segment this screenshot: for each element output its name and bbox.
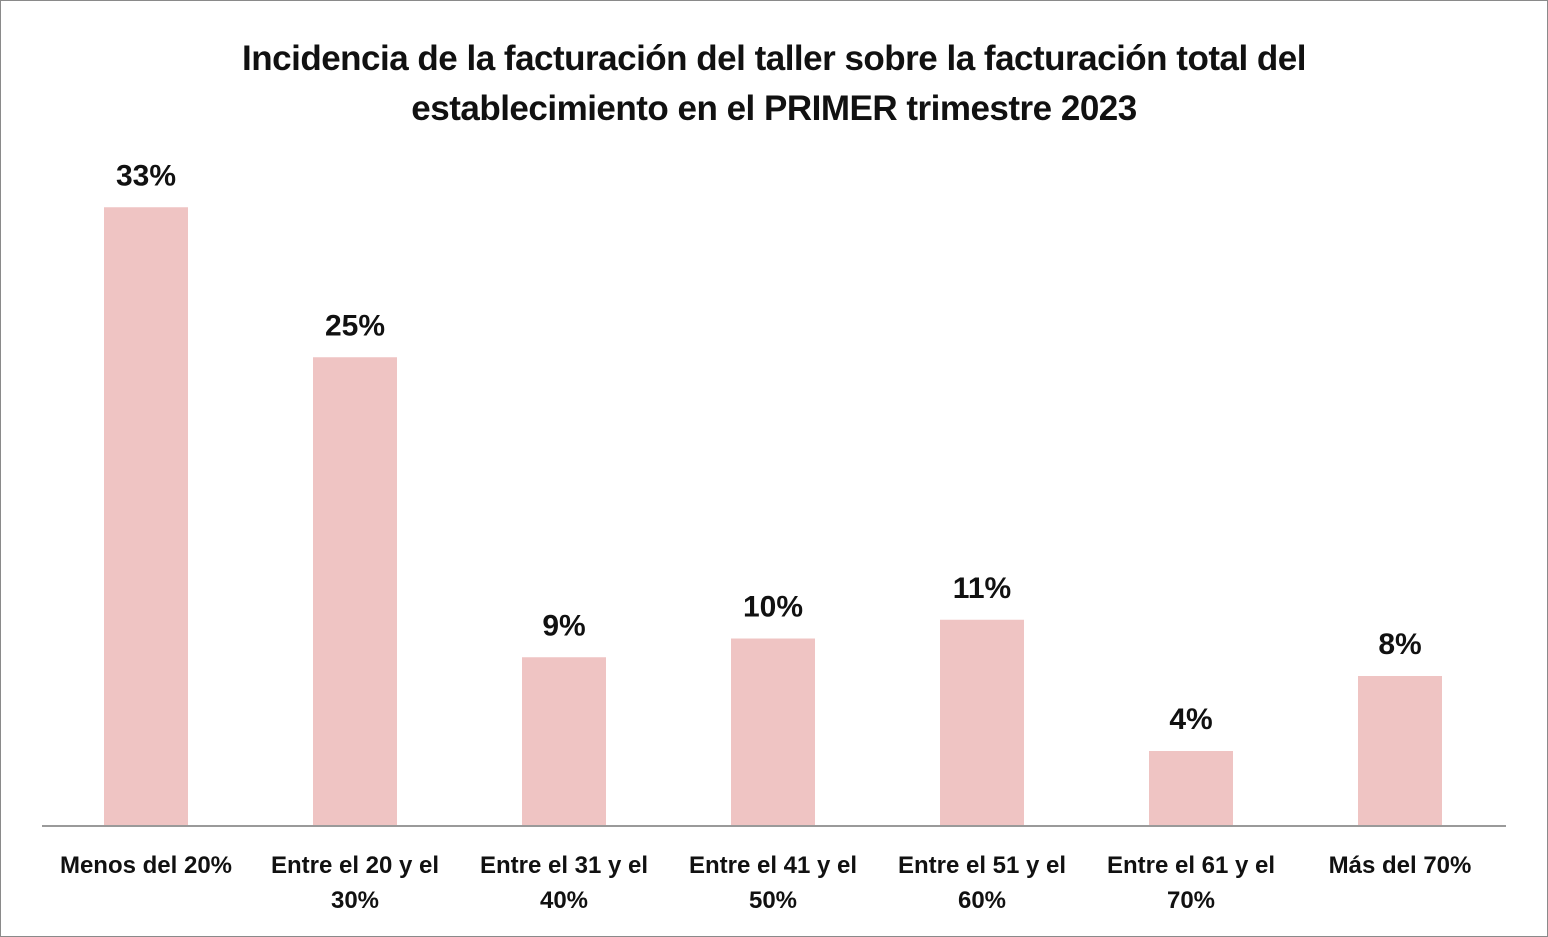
value-labels-group: 33% 25% 9% 10% 11% 4% 8% [116, 159, 1422, 736]
category-label-2-line-1: Entre el 20 y el [271, 852, 439, 879]
bar-1 [104, 207, 188, 826]
bar-7 [1358, 676, 1442, 826]
category-label-1-line-1: Menos del 20% [60, 852, 232, 879]
bars-group [104, 207, 1442, 826]
chart-title: Incidencia de la facturación del taller … [0, 34, 1548, 134]
bar-4 [731, 638, 815, 826]
bar-2 [313, 357, 397, 826]
chart-title-line-2: establecimiento en el PRIMER trimestre 2… [411, 89, 1137, 128]
value-label-1: 33% [116, 159, 176, 192]
value-label-4: 10% [743, 591, 803, 624]
bar-5 [940, 619, 1024, 826]
category-label-4-line-1: Entre el 41 y el [689, 852, 857, 879]
category-labels-group: Menos del 20% Entre el 20 y el 30% Entre el… [60, 852, 1471, 914]
category-label-3-line-2: 40% [540, 887, 588, 914]
category-label-4-line-2: 50% [749, 887, 797, 914]
value-label-7: 8% [1378, 628, 1421, 661]
value-label-3: 9% [542, 609, 585, 642]
bar-3 [522, 657, 606, 826]
category-label-6-line-2: 70% [1167, 887, 1215, 914]
value-label-5: 11% [953, 572, 1011, 605]
category-label-5-line-1: Entre el 51 y el [898, 852, 1066, 879]
category-label-2-line-2: 30% [331, 887, 379, 914]
chart-title-line-1: Incidencia de la facturación del taller … [242, 39, 1306, 78]
value-label-6: 4% [1169, 703, 1212, 736]
category-label-7-line-1: Más del 70% [1329, 852, 1472, 879]
value-label-2: 25% [325, 309, 385, 342]
category-label-5-line-2: 60% [958, 887, 1006, 914]
category-label-3-line-1: Entre el 31 y el [480, 852, 648, 879]
bar-6 [1149, 751, 1233, 826]
category-label-6-line-1: Entre el 61 y el [1107, 852, 1275, 879]
